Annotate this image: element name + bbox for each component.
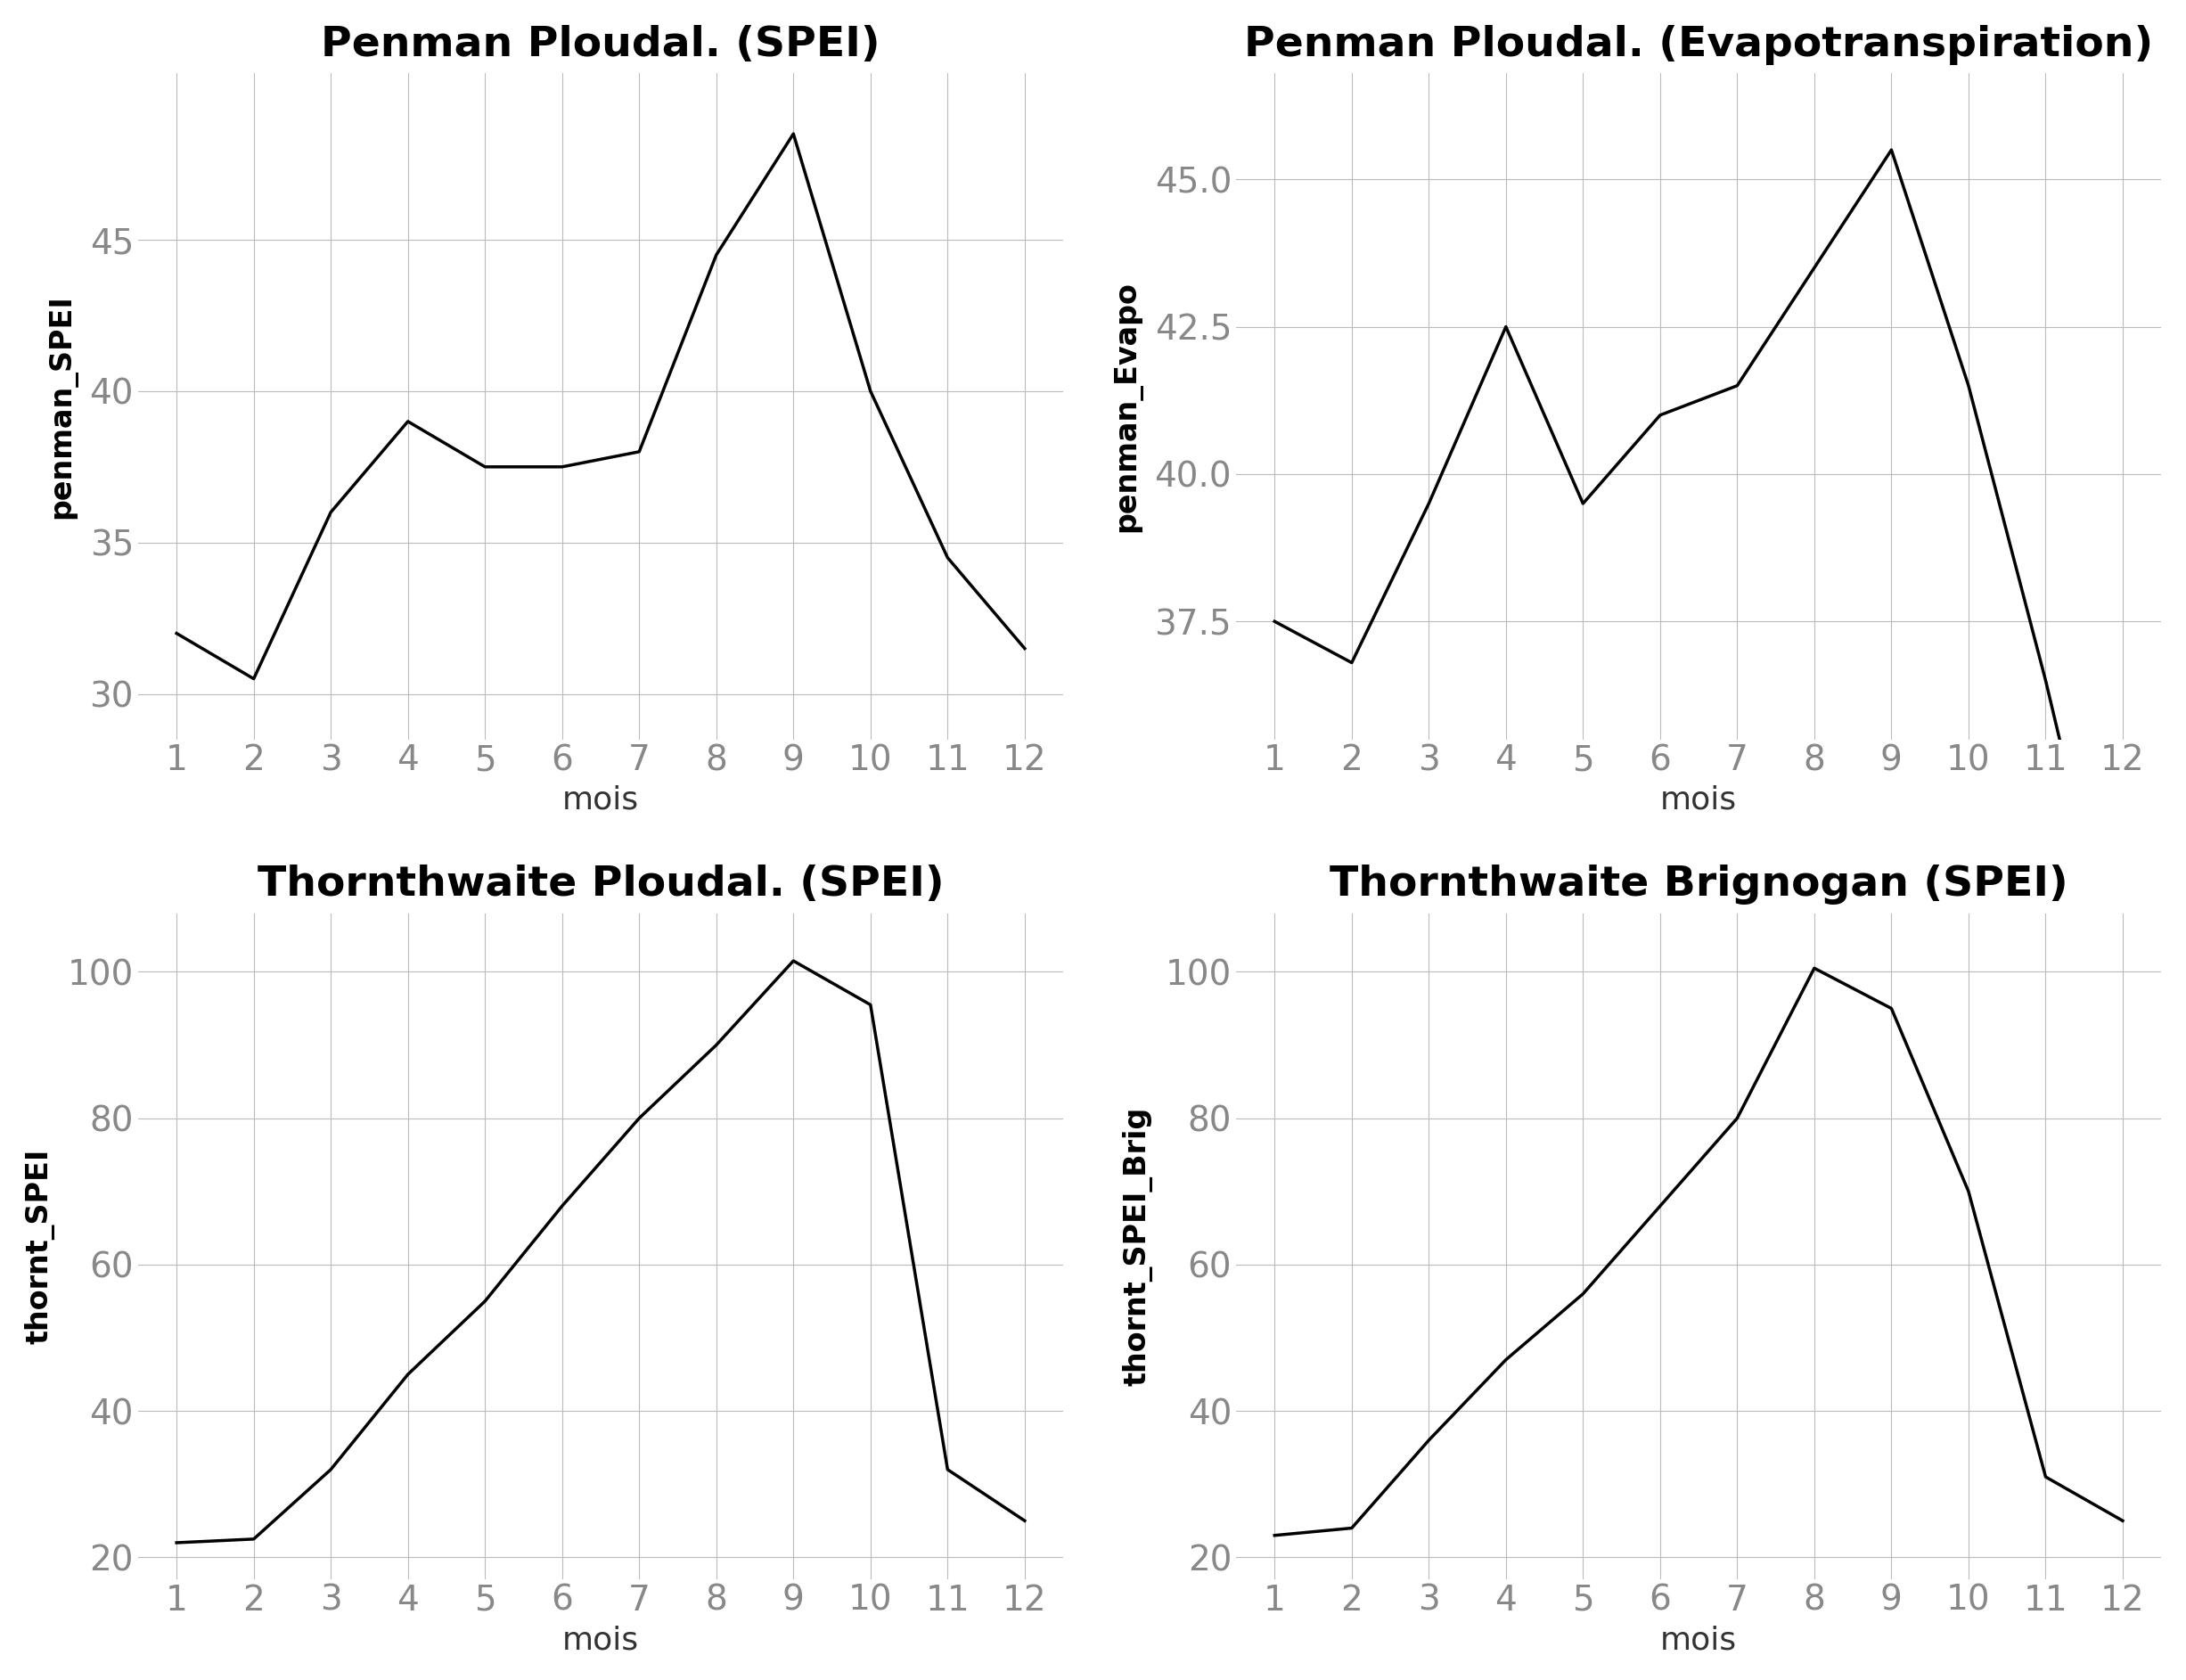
Y-axis label: thornt_SPEI_Brig: thornt_SPEI_Brig — [1124, 1107, 1152, 1386]
Y-axis label: penman_SPEI: penman_SPEI — [48, 294, 77, 519]
Title: Thornthwaite Ploudal. (SPEI): Thornthwaite Ploudal. (SPEI) — [258, 865, 944, 906]
X-axis label: mois: mois — [562, 1625, 638, 1655]
X-axis label: mois: mois — [1661, 1625, 1738, 1655]
Title: Penman Ploudal. (SPEI): Penman Ploudal. (SPEI) — [321, 25, 881, 66]
Title: Penman Ploudal. (Evapotranspiration): Penman Ploudal. (Evapotranspiration) — [1244, 25, 2153, 66]
Title: Thornthwaite Brignogan (SPEI): Thornthwaite Brignogan (SPEI) — [1329, 865, 2068, 906]
Y-axis label: thornt_SPEI: thornt_SPEI — [24, 1149, 55, 1344]
X-axis label: mois: mois — [1661, 785, 1738, 815]
X-axis label: mois: mois — [562, 785, 638, 815]
Y-axis label: penman_Evapo: penman_Evapo — [1113, 281, 1141, 533]
